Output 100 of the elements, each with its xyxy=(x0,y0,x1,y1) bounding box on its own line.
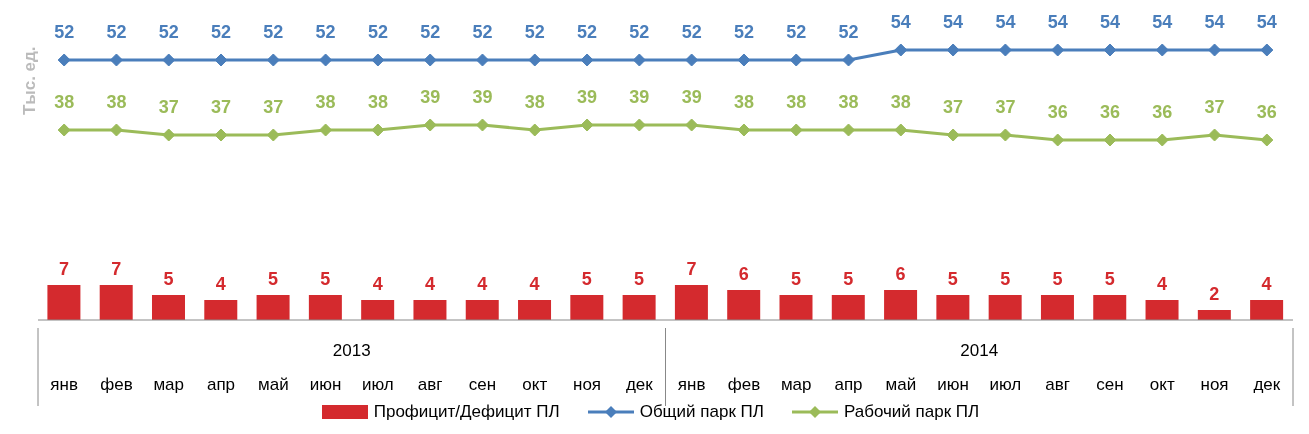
point xyxy=(1155,43,1169,57)
bar xyxy=(884,290,918,320)
point xyxy=(423,118,437,132)
point xyxy=(1155,133,1169,147)
data-label: 39 xyxy=(577,87,598,107)
point xyxy=(685,118,699,132)
data-label: 52 xyxy=(681,22,702,42)
data-label: 4 xyxy=(1157,274,1168,294)
point xyxy=(685,53,699,67)
point xyxy=(894,123,908,137)
point xyxy=(1260,133,1274,147)
data-label: 38 xyxy=(733,92,754,112)
bar xyxy=(570,295,604,320)
bar xyxy=(152,295,185,320)
data-label: 38 xyxy=(315,92,336,112)
x-tick-label: июл xyxy=(989,375,1022,394)
point xyxy=(528,123,542,137)
data-label: 52 xyxy=(577,22,598,42)
x-tick-label: июл xyxy=(362,375,394,394)
bar xyxy=(988,295,1022,320)
bar xyxy=(1197,310,1231,320)
data-label: 37 xyxy=(943,97,964,117)
data-label: 37 xyxy=(211,97,232,117)
point xyxy=(423,53,437,67)
data-label: 54 xyxy=(943,12,964,32)
point xyxy=(737,53,751,67)
data-label: 5 xyxy=(268,269,279,289)
data-label: 5 xyxy=(843,269,854,289)
data-label: 54 xyxy=(890,12,911,32)
point xyxy=(162,53,176,67)
point xyxy=(580,118,594,132)
data-label: 54 xyxy=(1047,12,1068,32)
x-tick-label: сен xyxy=(468,375,497,394)
legend-label: Рабочий парк ПЛ xyxy=(843,402,980,422)
data-label: 52 xyxy=(263,22,284,42)
point xyxy=(789,53,803,67)
x-tick-label: окт xyxy=(522,375,548,394)
data-label: 37 xyxy=(263,97,284,117)
data-label: 52 xyxy=(211,22,232,42)
data-label: 5 xyxy=(634,269,645,289)
bar xyxy=(779,295,813,320)
x-tick-label: май xyxy=(885,375,917,394)
y-axis-title: Тыс. ед. xyxy=(20,46,40,115)
data-label: 38 xyxy=(524,92,545,112)
legend-label: Профицит/Дефицит ПЛ xyxy=(373,402,560,422)
data-label: 36 xyxy=(1099,102,1120,122)
data-label: 4 xyxy=(477,274,488,294)
x-tick-label: янв xyxy=(677,375,706,394)
data-label: 36 xyxy=(1152,102,1173,122)
bar xyxy=(1093,295,1127,320)
point xyxy=(319,123,333,137)
data-label: 38 xyxy=(838,92,859,112)
x-tick-label: апр xyxy=(206,375,236,394)
x-tick-label: фев xyxy=(100,375,133,394)
data-label: 52 xyxy=(106,22,127,42)
data-label: 52 xyxy=(524,22,545,42)
data-label: 52 xyxy=(420,22,441,42)
point xyxy=(1103,43,1117,57)
data-label: 38 xyxy=(106,92,127,112)
data-label: 4 xyxy=(529,274,540,294)
point xyxy=(319,53,333,67)
x-tick-label: июн xyxy=(309,375,342,394)
point xyxy=(998,128,1012,142)
data-label: 39 xyxy=(629,87,650,107)
data-label: 5 xyxy=(790,269,801,289)
data-label: 7 xyxy=(111,259,122,279)
data-label: 38 xyxy=(367,92,388,112)
point xyxy=(894,43,908,57)
point xyxy=(109,53,123,67)
point xyxy=(371,123,385,137)
data-label: 52 xyxy=(472,22,493,42)
data-label: 7 xyxy=(686,259,697,279)
data-label: 52 xyxy=(367,22,388,42)
data-label: 52 xyxy=(54,22,75,42)
x-tick-label: май xyxy=(257,375,289,394)
point xyxy=(946,128,960,142)
point xyxy=(475,53,489,67)
data-label: 38 xyxy=(54,92,75,112)
point xyxy=(57,53,71,67)
data-label: 5 xyxy=(320,269,331,289)
point xyxy=(1208,43,1222,57)
text: 2013 xyxy=(332,341,371,360)
data-label: 5 xyxy=(1000,269,1011,289)
data-label: 5 xyxy=(947,269,958,289)
data-label: 37 xyxy=(158,97,179,117)
data-label: 52 xyxy=(786,22,807,42)
point xyxy=(998,43,1012,57)
data-label: 52 xyxy=(629,22,650,42)
x-tick-label: апр xyxy=(834,375,863,394)
data-label: 52 xyxy=(315,22,336,42)
bar xyxy=(1250,300,1284,320)
point xyxy=(580,53,594,67)
bar xyxy=(47,285,81,320)
data-label: 5 xyxy=(581,269,592,289)
bar xyxy=(413,300,447,320)
point xyxy=(1260,43,1274,57)
x-tick-label: июн xyxy=(937,375,969,394)
data-label: 54 xyxy=(995,12,1016,32)
x-tick-label: мар xyxy=(153,375,185,394)
data-label: 36 xyxy=(1047,102,1068,122)
